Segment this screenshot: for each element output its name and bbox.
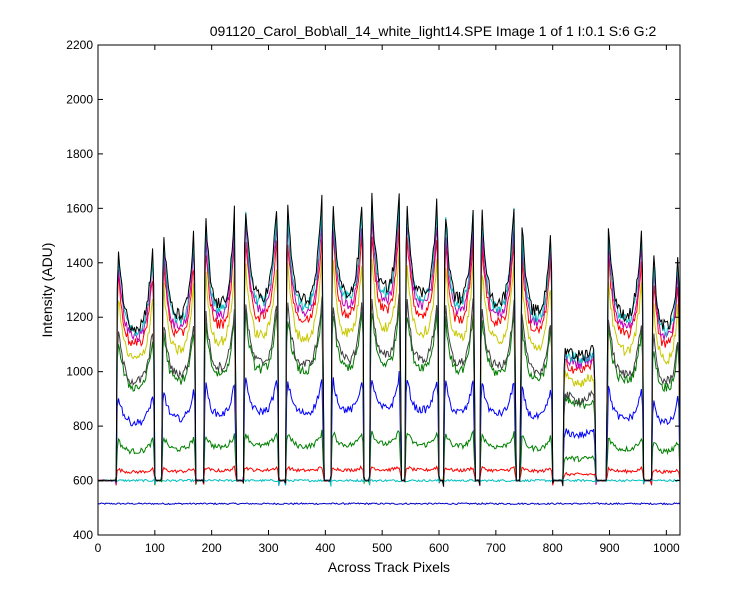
x-tick-label: 1000 <box>653 541 680 555</box>
y-tick-label: 1600 <box>66 201 93 215</box>
x-axis-label: Across Track Pixels <box>328 559 450 575</box>
series-line-12 <box>98 192 680 487</box>
series-line-6 <box>98 304 680 486</box>
x-tick-label: 400 <box>315 541 335 555</box>
y-tick-label: 1800 <box>66 147 93 161</box>
series-line-1 <box>98 502 680 506</box>
y-tick-label: 1400 <box>66 256 93 270</box>
y-tick-label: 600 <box>73 474 93 488</box>
series-line-3 <box>98 464 680 484</box>
series-line-2 <box>98 478 680 483</box>
x-tick-label: 900 <box>600 541 620 555</box>
chart-title: 091120_Carol_Bob\all_14_white_light14.SP… <box>210 23 657 39</box>
y-axis: 400 600 800 1000 1200 1400 1600 1800 2000 2200 <box>66 38 680 542</box>
x-axis: 0 100 200 300 400 500 600 700 800 900 1000 <box>95 45 680 555</box>
x-tick-label: 200 <box>202 541 222 555</box>
y-tick-label: 1000 <box>66 365 93 379</box>
y-tick-label: 400 <box>73 528 93 542</box>
y-tick-label: 800 <box>73 419 93 433</box>
x-tick-label: 500 <box>372 541 392 555</box>
series-line-4 <box>98 429 680 485</box>
x-tick-label: 700 <box>486 541 506 555</box>
x-tick-label: 800 <box>543 541 563 555</box>
x-tick-label: 600 <box>429 541 449 555</box>
x-tick-label: 0 <box>95 541 102 555</box>
series-line-10 <box>98 212 680 487</box>
plot-area-frame <box>97 44 681 536</box>
x-tick-label: 300 <box>258 541 278 555</box>
y-axis-label: Intensity (ADU) <box>39 243 55 338</box>
y-tick-label: 1200 <box>66 310 93 324</box>
x-tick-label: 100 <box>145 541 165 555</box>
y-tick-label: 2000 <box>66 92 93 106</box>
y-tick-label: 2200 <box>66 38 93 52</box>
series-line-5 <box>98 370 680 485</box>
